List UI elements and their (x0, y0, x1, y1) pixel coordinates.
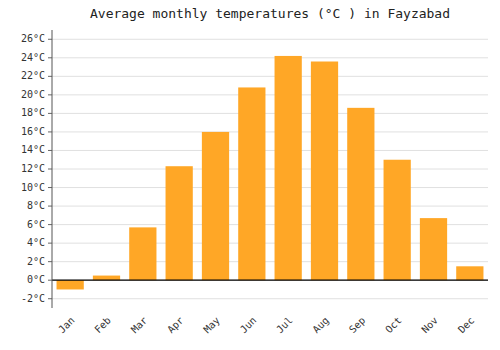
tick-mark (48, 224, 52, 225)
grid-line (52, 76, 488, 77)
y-tick-label: 12°C (21, 163, 45, 174)
x-tick-label: Jul (274, 315, 295, 336)
x-tick-label: Sep (347, 315, 368, 336)
x-tick-label: Jun (238, 315, 259, 336)
grid-line (52, 206, 488, 207)
y-tick-label: 26°C (21, 33, 45, 44)
title: Average monthly temperatures (°C ) in Fa… (90, 6, 450, 21)
y-tick-label: 16°C (21, 126, 45, 137)
tick-mark (48, 280, 52, 281)
bar (238, 87, 265, 280)
x-tick-label: Dec (456, 315, 477, 336)
bars (57, 56, 484, 290)
y-tick-label: 10°C (21, 182, 45, 193)
bar (57, 280, 84, 289)
y-tick-label: 18°C (21, 107, 45, 118)
y-tick-label: -2°C (21, 293, 45, 304)
grid-line (52, 57, 488, 58)
grid-line (52, 187, 488, 188)
bar (275, 56, 302, 280)
y-tick-label: 14°C (21, 144, 45, 155)
grid-line (52, 39, 488, 40)
tick-mark (48, 261, 52, 262)
tick-mark (48, 206, 52, 207)
tick-mark (48, 57, 52, 58)
bar (420, 218, 447, 280)
baseline (52, 280, 488, 281)
y-tick-label: 0°C (27, 274, 45, 285)
x-tick-label: May (201, 315, 222, 336)
y-tick-label: 8°C (27, 200, 45, 211)
bar (166, 166, 193, 280)
grid-line (52, 131, 488, 132)
tick-mark (48, 131, 52, 132)
x-tick-label: Aug (310, 315, 331, 336)
x-tick-label: Feb (92, 315, 113, 336)
bar (129, 227, 156, 280)
tick-mark (48, 243, 52, 244)
grid-line (52, 94, 488, 95)
y-ticks: -2°C 0°C 2°C 4°C 6°C 8°C 10°C 12°C 14°C 16°C 18°C 2… (21, 33, 52, 303)
bar (93, 276, 120, 281)
bar (347, 108, 374, 280)
y-tick-label: 20°C (21, 89, 45, 100)
bar (202, 132, 229, 280)
y-axis-line (52, 30, 53, 308)
chart: -2°C 0°C 2°C 4°C 6°C 8°C 10°C 12°C 14°C 16°C 18°C 2… (0, 0, 500, 350)
tick-mark (48, 298, 52, 299)
y-tick-label: 24°C (21, 52, 45, 63)
x-tick-label: Nov (419, 315, 440, 336)
x-tick-label: Oct (383, 315, 404, 336)
grid-line (52, 113, 488, 114)
y-tick-label: 22°C (21, 70, 45, 81)
grid-line (52, 280, 488, 281)
x-tick-label: Jan (56, 315, 77, 336)
tick-mark (48, 39, 52, 40)
chart-container: -2°C 0°C 2°C 4°C 6°C 8°C 10°C 12°C 14°C 16°C 18°C 2… (0, 0, 500, 350)
y-tick-label: 4°C (27, 237, 45, 248)
tick-mark (48, 150, 52, 151)
y-tick-label: 6°C (27, 219, 45, 230)
bar (456, 266, 483, 280)
tick-mark (48, 169, 52, 170)
y-tick-label: 2°C (27, 256, 45, 267)
x-tick-label: Mar (129, 315, 150, 336)
bar (311, 62, 338, 281)
grid (52, 39, 488, 298)
grid-line (52, 169, 488, 170)
tick-mark (48, 94, 52, 95)
x-tick-label: Apr (165, 315, 186, 336)
grid-line (52, 298, 488, 299)
tick-mark (48, 187, 52, 188)
grid-line (52, 150, 488, 151)
bar (384, 160, 411, 280)
x-ticks: Jan Feb Mar Apr May Jun Jul Aug Sep Oct Nov Dec (56, 315, 476, 336)
tick-mark (48, 113, 52, 114)
tick-mark (48, 76, 52, 77)
